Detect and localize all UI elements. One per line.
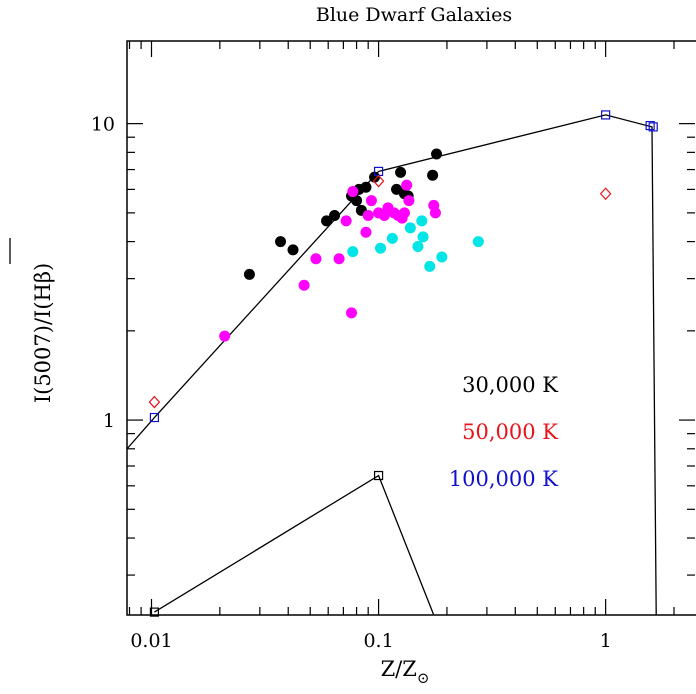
data-point-cyan <box>404 222 416 234</box>
data-points <box>219 148 484 342</box>
data-point-black <box>360 181 372 193</box>
data-point-magenta <box>340 215 352 227</box>
x-tick-label: 1 <box>600 630 612 652</box>
data-point-black <box>329 209 341 221</box>
y-tick-label: 1 <box>103 410 115 432</box>
plot-border <box>126 40 696 616</box>
data-point-black <box>321 215 333 227</box>
model-markers <box>148 110 658 617</box>
data-point-black <box>369 171 381 183</box>
data-point-black <box>243 268 255 280</box>
x-tick-label: 0.1 <box>363 630 393 652</box>
data-point-magenta <box>360 226 372 238</box>
model-marker-square <box>601 110 611 120</box>
x-axis-label-subscript: ⊙ <box>417 669 430 687</box>
model-marker-diamond <box>372 174 385 188</box>
data-point-magenta <box>333 253 345 265</box>
minor-ticks <box>127 41 695 615</box>
plot-frame <box>126 40 696 616</box>
model-marker-square <box>645 120 655 131</box>
data-point-black <box>427 169 439 181</box>
legend-entry: 100,000 K <box>449 467 559 491</box>
data-point-black <box>287 244 299 256</box>
model-marker-square <box>648 122 658 132</box>
data-point-magenta <box>403 195 415 207</box>
data-point-magenta <box>310 253 322 265</box>
model-marker-square <box>149 412 160 423</box>
data-point-magenta <box>398 207 410 219</box>
data-point-cyan <box>472 236 484 248</box>
data-point-black <box>395 166 407 178</box>
data-point-cyan <box>436 251 448 263</box>
model-marker-diamond <box>599 187 612 201</box>
data-point-cyan <box>417 231 429 243</box>
data-point-cyan <box>416 215 428 227</box>
data-point-magenta <box>347 186 359 198</box>
tick-labels: 0.01 0.1 1 1 10 <box>91 114 612 652</box>
x-axis-label: Z/Z⊙ <box>381 657 430 687</box>
y-tick-label: 10 <box>91 114 115 136</box>
model-marker-square <box>373 470 384 481</box>
data-point-cyan <box>347 246 359 258</box>
model-lines <box>126 114 657 616</box>
legend-entry: 50,000 K <box>462 420 558 444</box>
data-point-black <box>275 236 287 248</box>
data-point-cyan <box>386 232 398 244</box>
model-marker-square <box>149 607 160 617</box>
x-tick-label: 0.01 <box>130 630 172 652</box>
model-line-1 <box>126 114 657 616</box>
data-point-magenta <box>429 207 441 219</box>
data-point-cyan <box>424 260 436 272</box>
legend: 30,000 K 50,000 K 100,000 K <box>449 373 559 491</box>
data-point-cyan <box>412 241 424 253</box>
y-axis-label: I(5007)/I(Hβ) <box>31 263 55 403</box>
data-point-magenta <box>401 179 413 191</box>
data-point-magenta <box>219 330 231 342</box>
data-point-magenta <box>362 209 374 221</box>
data-point-magenta <box>298 279 310 291</box>
model-line-2 <box>154 474 435 616</box>
legend-entry: 30,000 K <box>462 373 558 397</box>
data-point-black <box>431 148 443 160</box>
data-point-cyan <box>375 242 387 254</box>
data-point-magenta <box>365 195 377 207</box>
chart-title: Blue Dwarf Galaxies <box>316 4 512 26</box>
major-ticks <box>127 41 695 615</box>
model-marker-diamond <box>148 395 161 409</box>
data-point-black <box>351 195 363 207</box>
data-point-magenta <box>346 307 358 319</box>
